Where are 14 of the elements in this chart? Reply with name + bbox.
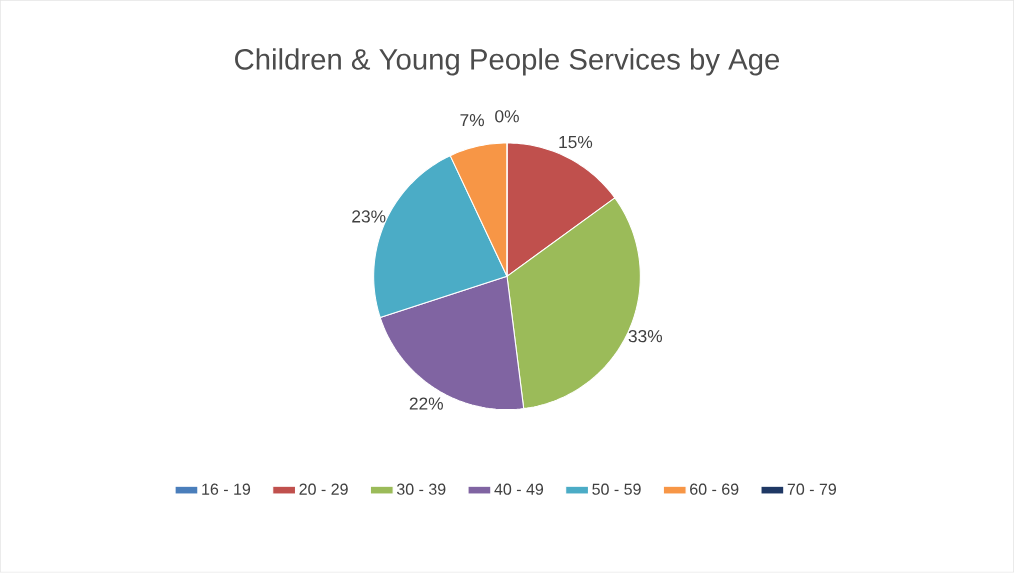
legend-label: 50 - 59 [592, 483, 641, 496]
data-label: 7% [460, 114, 485, 127]
text: 0% [495, 110, 519, 123]
legend-label: 30 - 39 [396, 483, 446, 496]
data-label: 33% [628, 330, 663, 343]
data-label: 22% [409, 397, 443, 410]
legend-label: 70 - 79 [787, 483, 836, 496]
legend-label: 20 - 29 [299, 483, 348, 496]
legend-label: 40 - 49 [494, 483, 544, 496]
data-label: 15% [559, 136, 593, 149]
legend-label: 16 - 19 [202, 483, 251, 496]
legend-label: 60 - 69 [690, 483, 739, 496]
chart-title: Children & Young People Services by Age [235, 48, 780, 76]
data-label: 23% [352, 210, 386, 223]
